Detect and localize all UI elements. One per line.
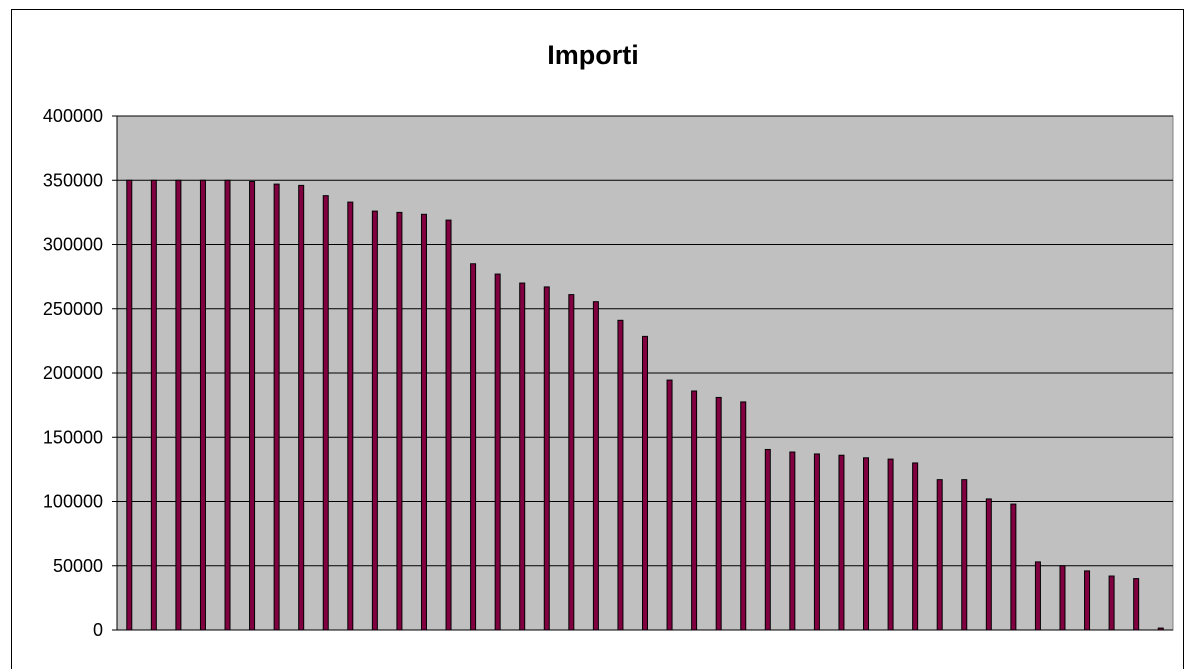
bar <box>887 458 894 631</box>
bar <box>371 210 378 631</box>
bar <box>691 390 698 631</box>
bar <box>838 454 845 631</box>
bar <box>740 401 747 631</box>
bar <box>568 294 575 631</box>
bar <box>175 179 182 631</box>
bar <box>936 479 943 631</box>
y-tick-label: 300000 <box>43 235 103 255</box>
bar <box>1034 561 1041 631</box>
bar <box>617 319 624 631</box>
y-tick-label: 0 <box>93 620 103 640</box>
bar <box>764 448 771 631</box>
y-tick-label: 100000 <box>43 492 103 512</box>
y-tick-label: 350000 <box>43 170 103 190</box>
bar <box>666 379 673 631</box>
y-tick-label: 400000 <box>43 106 103 126</box>
bar <box>445 219 452 631</box>
bar <box>396 211 403 631</box>
y-tick-label: 200000 <box>43 363 103 383</box>
bar <box>592 301 599 631</box>
bar <box>1059 565 1066 631</box>
bar <box>1133 578 1140 631</box>
bar <box>813 453 820 631</box>
bar <box>249 181 256 631</box>
bar <box>789 451 796 631</box>
bar <box>863 457 870 631</box>
bar <box>298 184 305 631</box>
bar <box>1108 575 1115 631</box>
bar <box>985 498 992 631</box>
bar <box>519 282 526 631</box>
bar <box>273 183 280 631</box>
bar <box>150 179 157 631</box>
bar <box>420 213 427 631</box>
bar <box>224 179 231 631</box>
bar <box>642 335 648 631</box>
bar <box>347 201 354 631</box>
bar <box>543 286 550 631</box>
bar <box>322 195 329 631</box>
bar <box>199 179 206 631</box>
bar <box>494 273 501 631</box>
bars <box>126 179 1164 631</box>
bar <box>470 263 477 631</box>
y-tick-label: 50000 <box>53 556 103 576</box>
bar <box>912 462 919 631</box>
bar <box>715 396 722 631</box>
y-tick-label: 250000 <box>43 299 103 319</box>
bar <box>126 179 133 631</box>
bar <box>1010 503 1017 631</box>
chart-title: Importi <box>547 40 639 70</box>
y-axis-ticks: 0 50000 100000 150000 200000 250000 300000 3500… <box>43 106 117 640</box>
y-tick-label: 150000 <box>43 427 103 447</box>
bar <box>1084 570 1091 631</box>
bar <box>961 479 968 631</box>
